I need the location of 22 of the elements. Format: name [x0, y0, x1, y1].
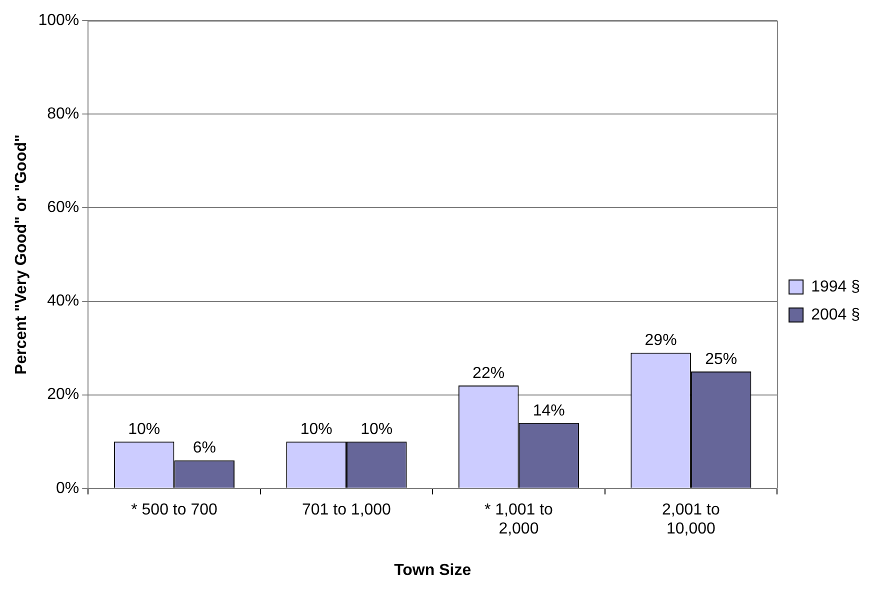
legend-label: 1994 § [811, 278, 860, 296]
data-label: 25% [705, 350, 738, 368]
data-label: 22% [472, 364, 505, 382]
x-tick-label: * 500 to 700 [131, 501, 218, 518]
y-tick-label: 100% [38, 12, 80, 30]
data-label: 10% [360, 421, 393, 438]
y-tick-label: 20% [47, 386, 80, 404]
data-label: 10% [128, 421, 160, 438]
data-label: 6% [192, 440, 216, 457]
y-tick-label: 0% [56, 480, 80, 497]
legend-label: 2004 § [811, 306, 860, 324]
data-label: 29% [644, 332, 677, 350]
x-tick-label: 701 to 1,000 [302, 501, 392, 518]
y-tick-label: 60% [47, 199, 80, 216]
y-tick-label: 40% [47, 292, 80, 310]
x-axis-title: Town Size [394, 562, 472, 579]
y-axis-title: Percent "Very Good" or "Good" [13, 134, 30, 375]
x-tick-label: 2,001 to 10,000 [662, 501, 720, 538]
x-tick-label: * 1,001 to 2,000 [484, 501, 554, 538]
data-label: 10% [300, 421, 332, 438]
data-label: 14% [532, 402, 565, 420]
y-tick-label: 80% [47, 106, 80, 123]
